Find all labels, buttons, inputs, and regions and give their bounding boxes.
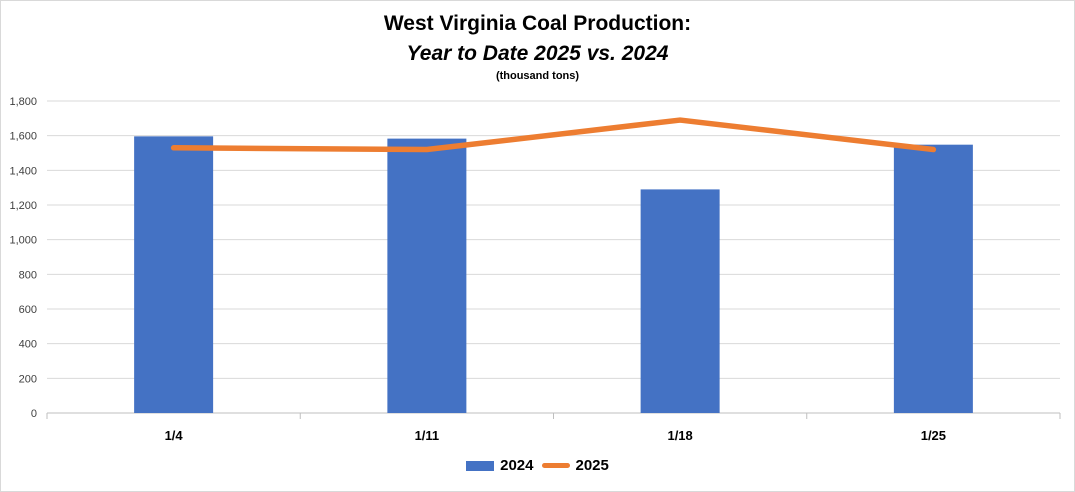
y-tick-label: 400	[19, 339, 37, 351]
chart-subtitle: Year to Date 2025 vs. 2024	[406, 42, 669, 65]
x-tick-label: 1/18	[667, 428, 692, 443]
y-tick-label: 1,200	[9, 200, 37, 212]
legend-swatch-2024	[466, 460, 495, 471]
line-2025	[170, 117, 937, 153]
chart-units: (thousand tons)	[495, 70, 580, 82]
y-tick-label: 1,600	[9, 131, 37, 143]
y-tick-label: 1,400	[9, 165, 37, 177]
y-tick-label: 1,800	[9, 96, 37, 108]
legend-item-2025: 2025	[541, 457, 609, 474]
x-tick-label: 1/11	[415, 428, 440, 443]
y-tick-label: 0	[31, 408, 37, 420]
y-tick-label: 600	[19, 304, 37, 316]
legend-label-2024: 2024	[500, 457, 534, 474]
x-tick-label: 1/25	[921, 428, 946, 443]
chart-title: West Virginia Coal Production:	[383, 12, 692, 35]
chart-legend: 2024 2025	[0, 457, 1075, 474]
x-tick-label: 1/4	[165, 428, 184, 443]
bar-2024	[640, 189, 720, 413]
y-tick-label: 200	[19, 373, 37, 385]
legend-swatch-2025	[541, 463, 570, 468]
bar-2024	[387, 138, 467, 413]
legend-label-2025: 2025	[575, 457, 609, 474]
y-tick-label: 800	[19, 269, 37, 281]
y-tick-label: 1,000	[9, 235, 37, 247]
bar-2024	[134, 136, 214, 414]
bar-2024	[893, 144, 973, 413]
legend-item-2024: 2024	[466, 457, 534, 474]
